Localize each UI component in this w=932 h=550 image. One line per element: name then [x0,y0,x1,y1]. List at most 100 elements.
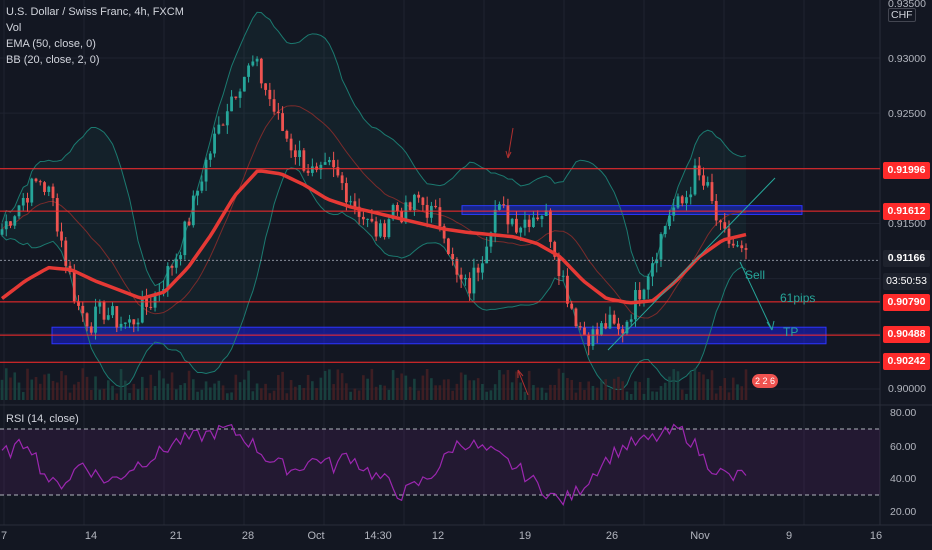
volume-bar [544,392,548,400]
volume-bar [332,384,335,400]
candle-body [608,314,612,329]
sell-arrow-head [766,320,775,331]
candle-body [553,241,557,257]
volume-bar [502,374,505,400]
price-tag-level[interactable]: 0.91612 [883,203,930,220]
price-tag-level[interactable]: 0.90242 [883,353,930,370]
candle-body [587,334,591,346]
candle-body [442,226,446,239]
time-axis-label: 21 [169,530,183,542]
volume-bar [697,371,701,400]
volume-bar [566,378,569,400]
price-tag-last[interactable]: 0.91166 [883,250,930,267]
volume-bar [574,392,578,400]
candle-body [55,198,59,232]
volume-bar [4,368,8,400]
volume-legend[interactable]: Vol [6,22,22,34]
volume-bar [481,384,484,400]
volume-bar [485,391,488,400]
candle-body [668,215,671,227]
pips-annotation[interactable]: 61pips [780,291,816,305]
volume-bar [612,378,616,400]
candle-body [191,195,195,226]
volume-bar [489,390,493,400]
candle-body [429,205,433,218]
time-axis-label: 14:30 [364,530,392,542]
volume-bar [370,368,374,400]
volume-bar [132,383,136,400]
events-badge[interactable]: 2 2 6 [752,374,779,388]
user-drawings[interactable] [505,127,776,396]
candle-body [174,259,178,268]
currency-label[interactable]: CHF [888,8,916,22]
volume-bar [187,370,191,400]
candle-body [485,246,489,264]
volume-bar [94,376,97,400]
candle-body [332,160,336,168]
candle-body [204,159,208,182]
volume-bar [179,385,182,400]
tp-annotation[interactable]: TP [783,325,799,339]
volume-bar [583,389,586,400]
volume-bar [294,386,297,400]
volume-bar [447,379,450,400]
candle-body [604,323,608,329]
time-axis-label: 9 [785,530,793,542]
candle-body [574,308,578,327]
bb-legend[interactable]: BB (20, close, 2, 0) [6,54,100,66]
volume-bar [710,370,714,400]
volume-bar [519,382,522,400]
volume-bar [676,371,680,400]
rsi-axis-label: 80.00 [890,407,917,419]
candle-body [710,182,714,201]
volume-bar [119,369,123,400]
volume-bar [319,377,323,400]
candle-body [489,232,493,247]
volume-bar [98,389,102,400]
candle-body [327,160,331,163]
time-axis-label: 19 [518,530,532,542]
candle-body [723,222,727,229]
candle-body [132,319,136,325]
sell-annotation[interactable]: Sell [745,268,766,282]
candle-body [106,315,110,320]
volume-bar [693,368,697,400]
candle-body [230,96,233,112]
volume-bar [106,380,110,400]
volume-bar [455,383,459,400]
candle-body [506,205,510,225]
candle-body [89,326,93,333]
candle-body [145,298,148,307]
volume-bar [353,388,357,400]
symbol-title[interactable]: U.S. Dollar / Swiss Franc, 4h, FXCM [6,6,184,18]
candle-body [26,197,29,203]
candle-body [85,313,89,327]
candle-body [523,219,527,228]
candle-body [251,61,255,66]
candle-body [234,96,238,98]
price-tag-level[interactable]: 0.90488 [883,326,930,343]
volume-bar [740,386,744,400]
candle-body [323,162,327,165]
price-tag-level[interactable]: 0.90790 [883,294,930,311]
candle-body [689,194,693,198]
candle-body [438,207,442,227]
ema-legend[interactable]: EMA (50, close, 0) [6,38,96,50]
candle-body [455,259,459,275]
rsi-legend[interactable]: RSI (14, close) [6,413,79,425]
volume-bar [162,378,165,400]
volume-bar [47,373,51,400]
volume-bar [260,388,263,400]
volume-bar [417,390,420,400]
volume-bar [234,374,238,400]
candle-body [13,216,17,226]
volume-bar [175,389,178,400]
candle-body [727,228,731,244]
candle-body [625,321,629,334]
candle-body [595,329,599,335]
price-tag-level[interactable]: 0.91996 [883,162,930,179]
horizontal-levels[interactable] [0,168,880,363]
candle-body [659,234,663,260]
candle-body [102,301,106,320]
